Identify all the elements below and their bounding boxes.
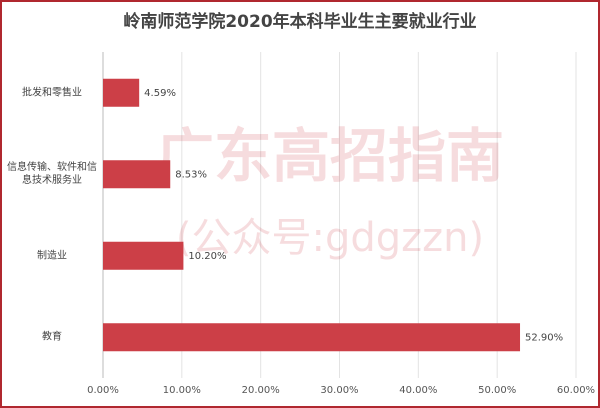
x-tick-label: 50.00%: [478, 385, 516, 396]
x-tick-label: 20.00%: [242, 385, 280, 396]
bar: [103, 160, 171, 189]
bar: [103, 78, 140, 107]
y-tick-label: 信息传输、软件和信息技术服务业: [7, 162, 97, 187]
chart-title: 岭南师范学院2020年本科毕业生主要就业行业: [123, 11, 476, 32]
x-tick-label: 40.00%: [399, 385, 437, 396]
value-label: 8.53%: [175, 169, 207, 180]
y-tick-label: 制造业: [37, 250, 67, 262]
value-label: 52.90%: [525, 332, 563, 343]
bar: [103, 241, 184, 270]
watermark-subtitle: (公众号:gdgzzn): [176, 215, 484, 261]
bar: [103, 323, 521, 352]
y-tick-label: 批发和零售业: [22, 87, 82, 99]
value-label: 10.20%: [188, 251, 226, 262]
x-tick-label: 0.00%: [87, 385, 119, 396]
x-tick-label: 10.00%: [163, 385, 201, 396]
y-tick-label: 教育: [42, 331, 62, 343]
value-label: 4.59%: [144, 88, 176, 99]
watermark: 广东高招指南: [156, 122, 504, 190]
x-tick-label: 60.00%: [557, 385, 595, 396]
x-tick-label: 30.00%: [320, 385, 358, 396]
